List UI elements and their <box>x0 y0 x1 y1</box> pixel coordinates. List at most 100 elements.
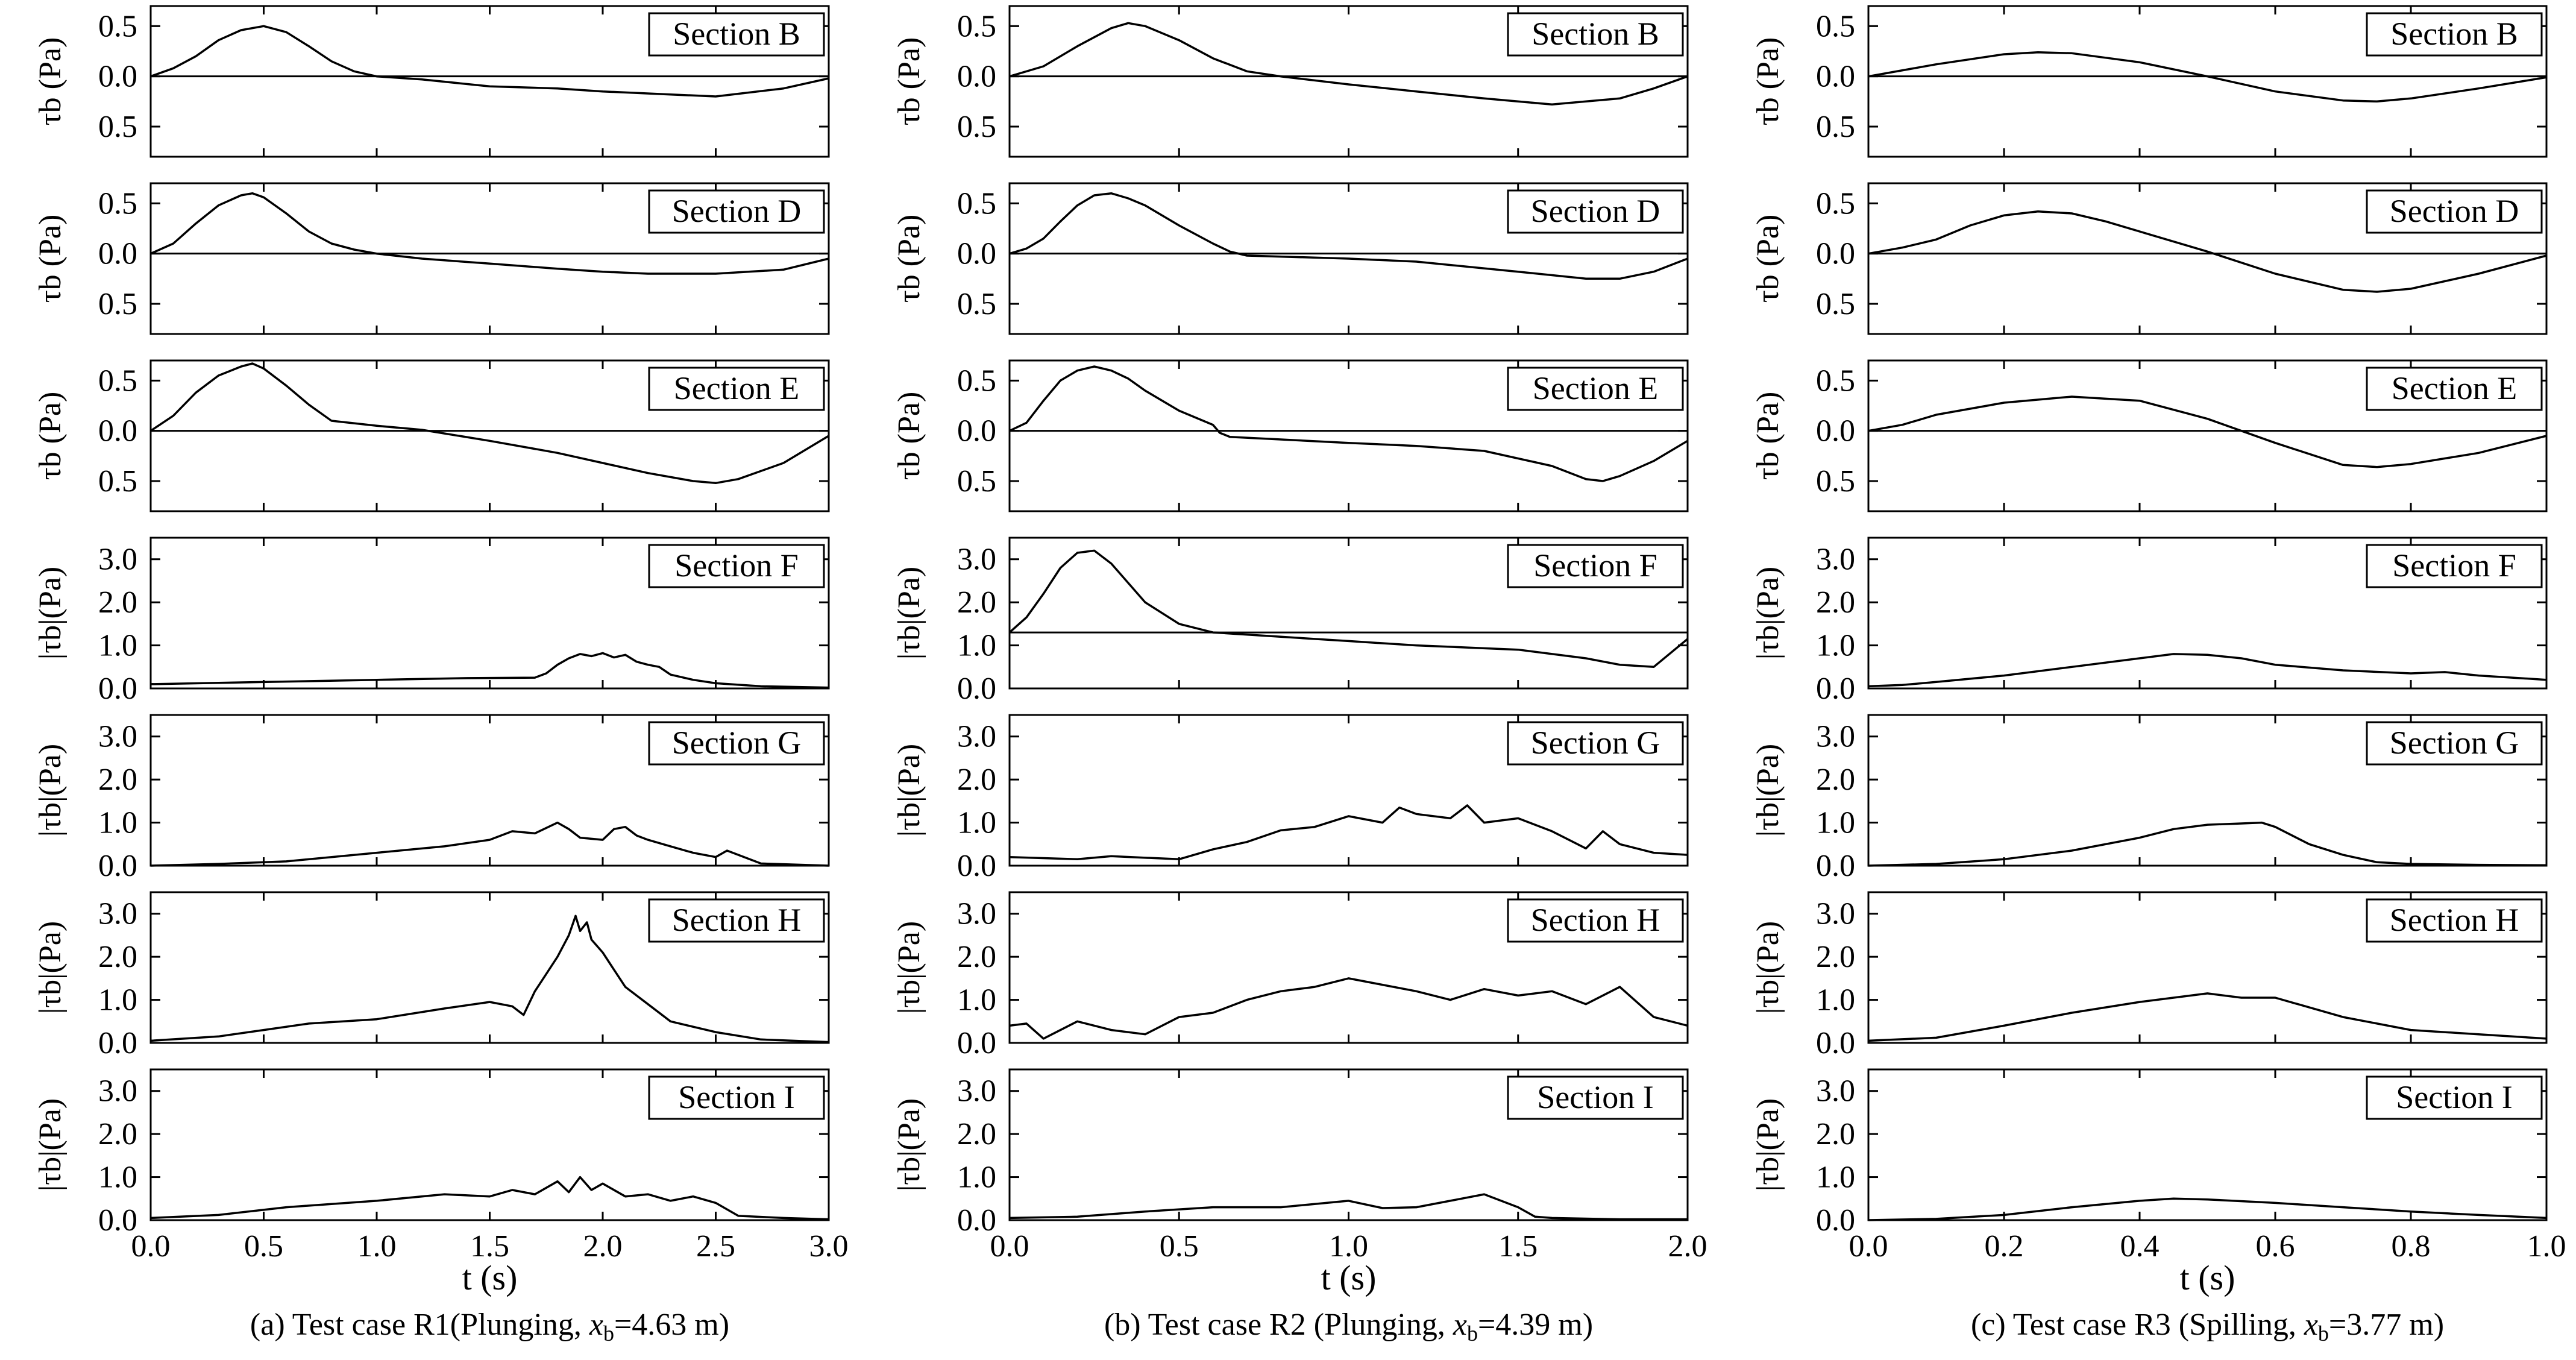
section-label-box <box>1507 189 1684 234</box>
ytick-label: 1.0 <box>98 629 137 663</box>
ytick-label: 2.0 <box>1816 585 1855 620</box>
panel-3-2: 0.5 0.0 0.5 τb (Pa) Section D <box>1751 182 2548 335</box>
series-line <box>1009 977 1688 1040</box>
ytick-label: 0.0 <box>98 1203 137 1238</box>
ytick-label: 0.0 <box>98 849 137 883</box>
ytick-label: 0.5 <box>98 110 137 144</box>
y-axis-label: |τb|(Pa) <box>33 744 68 837</box>
series-line <box>1868 395 2547 468</box>
section-label-box <box>2366 721 2543 766</box>
ytick-label: 1.0 <box>1816 1160 1855 1195</box>
ytick-label: 3.0 <box>957 1074 996 1109</box>
series-line <box>1009 192 1688 280</box>
y-axis-label: |τb|(Pa) <box>1751 567 1785 660</box>
ytick-label: 2.0 <box>1816 940 1855 974</box>
xtick-label: 1.0 <box>2527 1229 2566 1264</box>
ytick-label: 0.0 <box>957 1026 996 1060</box>
panel-2-3: 0.5 0.0 0.5 τb (Pa) Section E <box>892 359 1689 512</box>
panel-frame <box>1867 714 2548 867</box>
series-line <box>1008 549 1689 669</box>
ytick-label: 1.0 <box>98 806 137 840</box>
section-label: Section D <box>2390 193 2519 229</box>
ytick-label: 0.0 <box>98 414 137 449</box>
x-axis-label: t (s) <box>1321 1258 1377 1297</box>
section-label-box <box>648 1075 825 1120</box>
section-label: Section B <box>673 16 800 52</box>
panel-frame <box>1867 1068 2548 1221</box>
section-label: Section E <box>1533 370 1658 406</box>
ytick-label: 0.0 <box>957 414 996 449</box>
ytick-label: 0.5 <box>98 464 137 499</box>
ytick-label: 1.0 <box>1816 983 1855 1018</box>
panel-3-1: 0.5 0.0 0.5 τb (Pa) Section B <box>1751 5 2548 158</box>
ytick-label: 3.0 <box>1816 1074 1855 1109</box>
ytick-label: 0.0 <box>98 60 137 94</box>
section-label-box <box>648 544 825 588</box>
panel-frame <box>1867 5 2548 158</box>
section-label: Section D <box>1531 193 1660 229</box>
panel-1-7: 0.0 1.0 2.0 3.0 0.0 0.5 1.0 1.5 2.0 2.5 3.0 |τb|(Pa… <box>33 1068 849 1264</box>
y-axis-label: τb (Pa) <box>892 37 926 126</box>
ytick-label: 0.0 <box>957 60 996 94</box>
x-axis-label: t (s) <box>2180 1258 2235 1297</box>
series-line <box>150 192 829 275</box>
panel-2-1: 0.5 0.0 0.5 τb (Pa) Section B <box>892 5 1689 158</box>
section-label: Section E <box>2392 370 2517 406</box>
ytick-label: 3.0 <box>1816 720 1855 754</box>
series-line <box>1868 51 2547 103</box>
xtick-label: 1.5 <box>470 1229 509 1264</box>
ytick-label: 0.0 <box>957 672 996 706</box>
series-line <box>150 821 829 867</box>
panel-1-3: 0.5 0.0 0.5 τb (Pa) Section E <box>33 359 830 512</box>
ytick-label: 0.0 <box>98 237 137 271</box>
subplot-caption: (b) Test case R2 (Plunging, xb=4.39 m) <box>1104 1308 1593 1346</box>
ytick-label: 0.5 <box>957 287 996 321</box>
ytick-label: 0.0 <box>1816 1026 1855 1060</box>
subplot-caption: (a) Test case R1(Plunging, xb=4.63 m) <box>250 1308 729 1346</box>
section-label: Section B <box>2390 16 2518 52</box>
y-axis-label: |τb|(Pa) <box>33 921 68 1014</box>
section-label: Section F <box>2392 547 2516 584</box>
series-line <box>1009 804 1688 861</box>
panel-1-5: 0.0 1.0 2.0 3.0 |τb|(Pa) Section G <box>33 714 830 883</box>
series-line <box>150 915 829 1044</box>
ytick-label: 2.0 <box>957 763 996 797</box>
section-label: Section G <box>2390 725 2519 761</box>
ytick-label: 3.0 <box>98 1074 137 1109</box>
x-axis-label: t (s) <box>462 1258 518 1297</box>
panel-1-2: 0.5 0.0 0.5 τb (Pa) Section D <box>33 182 830 335</box>
y-axis-label: τb (Pa) <box>1751 215 1785 303</box>
y-axis-label: |τb|(Pa) <box>33 567 68 660</box>
subplot-caption: (c) Test case R3 (Spilling, xb=3.77 m) <box>1971 1308 2444 1346</box>
y-axis-label: τb (Pa) <box>892 392 926 480</box>
ytick-label: 2.0 <box>98 763 137 797</box>
ytick-label: 0.5 <box>957 110 996 144</box>
xtick-label: 0.4 <box>2120 1229 2160 1264</box>
section-label-box <box>648 898 825 943</box>
section-label-box <box>2366 367 2543 411</box>
section-label: Section E <box>674 370 799 406</box>
xtick-label: 1.5 <box>1498 1229 1538 1264</box>
section-label: Section G <box>672 725 801 761</box>
section-label: Section F <box>674 547 799 584</box>
panel-2-4: 0.0 1.0 2.0 3.0 |τb|(Pa) Section F <box>892 537 1689 706</box>
xtick-label: 0.0 <box>131 1229 171 1264</box>
ytick-label: 0.0 <box>98 672 137 706</box>
ytick-label: 3.0 <box>957 897 996 931</box>
ytick-label: 3.0 <box>957 543 996 577</box>
ytick-label: 0.0 <box>1816 849 1855 883</box>
section-label: Section B <box>1531 16 1659 52</box>
ytick-label: 2.0 <box>957 940 996 974</box>
ytick-label: 0.0 <box>1816 672 1855 706</box>
series-line <box>150 652 829 689</box>
section-label-box <box>2366 544 2543 588</box>
series-line <box>1009 365 1688 482</box>
ytick-label: 0.0 <box>98 1026 137 1060</box>
y-axis-label: τb (Pa) <box>33 392 68 480</box>
ytick-label: 0.5 <box>1816 364 1855 398</box>
ytick-label: 0.0 <box>1816 60 1855 94</box>
section-label: Section F <box>1533 547 1657 584</box>
ytick-label: 0.5 <box>98 9 137 43</box>
y-axis-label: τb (Pa) <box>1751 37 1785 126</box>
